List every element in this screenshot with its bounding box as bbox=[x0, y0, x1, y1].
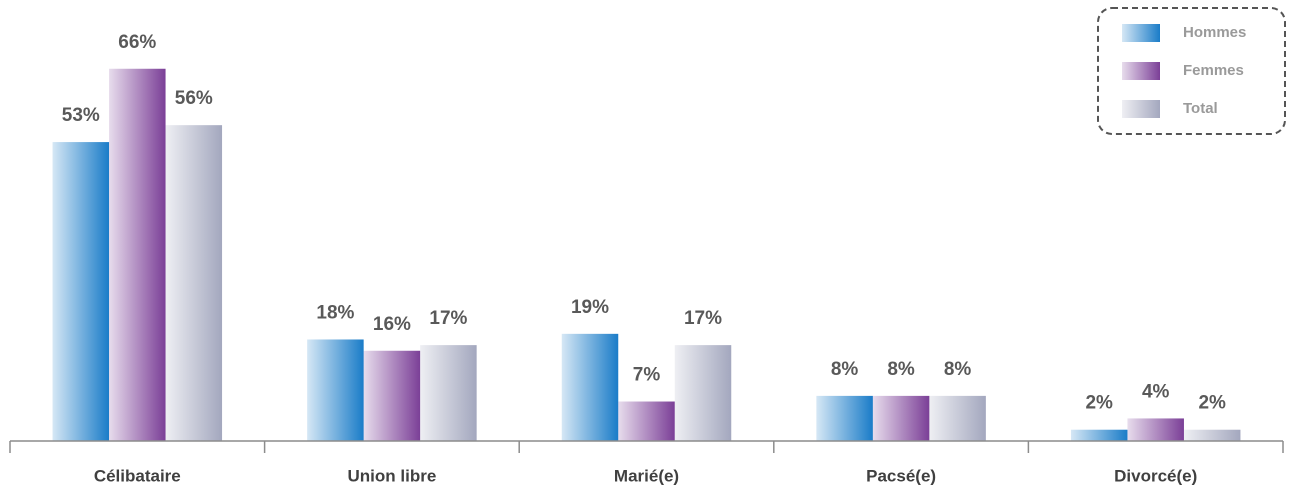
legend-label: Hommes bbox=[1183, 24, 1246, 41]
data-label: 18% bbox=[316, 302, 354, 323]
x-tick-label: Marié(e) bbox=[614, 466, 679, 485]
x-tick-label: Divorcé(e) bbox=[1114, 466, 1197, 485]
data-label: 17% bbox=[684, 308, 722, 329]
data-label: 19% bbox=[571, 297, 609, 318]
bar bbox=[1183, 429, 1241, 441]
data-label: 53% bbox=[62, 105, 100, 126]
x-tick-label: Union libre bbox=[348, 466, 437, 485]
data-label: 17% bbox=[429, 308, 467, 329]
bar bbox=[929, 395, 986, 441]
data-label: 66% bbox=[118, 32, 156, 53]
data-label: 56% bbox=[175, 88, 213, 109]
data-label: 4% bbox=[1142, 381, 1170, 402]
data-label: 8% bbox=[831, 359, 859, 380]
bar bbox=[307, 339, 364, 441]
legend-swatch bbox=[1122, 24, 1160, 42]
bar bbox=[52, 142, 110, 441]
data-label: 16% bbox=[373, 314, 411, 335]
legend-label: Total bbox=[1183, 100, 1218, 117]
x-tick-label: Célibataire bbox=[94, 466, 181, 485]
x-tick-label: Pacsé(e) bbox=[866, 466, 936, 485]
bar bbox=[363, 350, 421, 441]
bar bbox=[872, 395, 930, 441]
legend-swatch bbox=[1122, 62, 1160, 80]
bar bbox=[816, 395, 873, 441]
bar bbox=[165, 125, 223, 441]
bar bbox=[674, 345, 732, 441]
bar bbox=[420, 345, 477, 441]
data-label: 2% bbox=[1198, 393, 1226, 414]
bar bbox=[618, 401, 675, 441]
legend-label: Femmes bbox=[1183, 62, 1244, 79]
bar bbox=[561, 333, 619, 441]
data-label: 8% bbox=[944, 359, 972, 380]
bar bbox=[1070, 429, 1128, 441]
data-label: 7% bbox=[633, 365, 661, 386]
legend-swatch bbox=[1122, 100, 1160, 118]
data-label: 8% bbox=[887, 359, 915, 380]
bar bbox=[1127, 418, 1184, 441]
data-label: 2% bbox=[1085, 393, 1113, 414]
legend-box bbox=[1097, 7, 1286, 135]
bar bbox=[109, 68, 166, 441]
